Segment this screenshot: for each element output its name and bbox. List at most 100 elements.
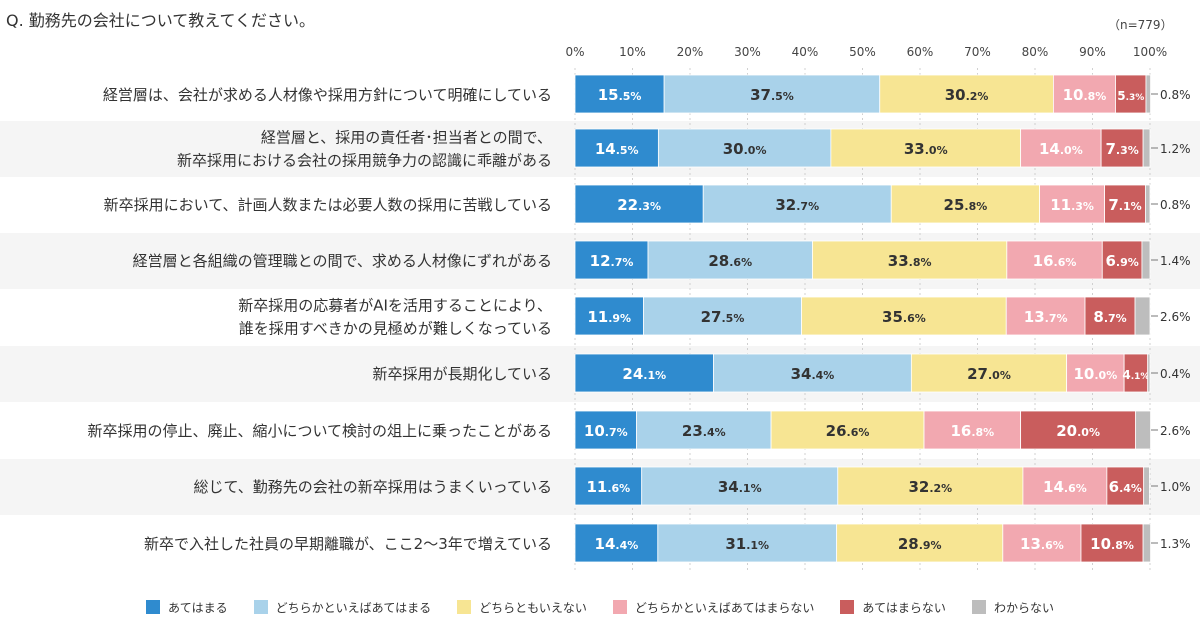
bar-segment <box>641 466 839 506</box>
data-label: 11.9% <box>587 308 631 326</box>
category-label: 新卒採用における会社の採用競争力の認識に乖離がある <box>177 152 552 170</box>
bar-segment <box>1135 410 1151 450</box>
bar-segment <box>1022 466 1108 506</box>
legend-swatch <box>612 600 627 614</box>
data-label: 24.1% <box>622 365 666 383</box>
bar-segment <box>879 74 1054 114</box>
data-label: 30.2% <box>945 86 989 104</box>
outside-value-label: 1.0% <box>1160 480 1191 494</box>
bar-segment <box>890 184 1041 224</box>
category-label: 新卒で入社した社員の早期離職が、ここ2〜3年で増えている <box>144 535 552 553</box>
data-label: 13.7% <box>1024 308 1068 326</box>
data-label: 20.0% <box>1056 422 1100 440</box>
legend-item: どちらともいえない <box>457 599 587 616</box>
data-label: 10.8% <box>1090 535 1134 553</box>
bar-segment <box>1039 184 1105 224</box>
bar-segment <box>1066 353 1125 393</box>
bar-segment <box>1101 240 1143 280</box>
data-label: 14.5% <box>595 140 639 158</box>
x-tick-label: 30% <box>734 45 761 59</box>
data-label: 28.9% <box>898 535 942 553</box>
data-label: 6.4% <box>1109 478 1142 496</box>
legend-swatch <box>840 600 855 614</box>
bar-segment <box>657 523 838 563</box>
data-label: 15.5% <box>598 86 642 104</box>
legend-item: あてはまる <box>146 599 228 616</box>
category-label: 新卒採用において、計画人数または必要人数の採用に苦戦している <box>104 196 552 214</box>
data-label: 8.7% <box>1093 308 1126 326</box>
bar-segment <box>636 410 772 450</box>
data-label: 7.1% <box>1108 196 1141 214</box>
data-label: 33.8% <box>888 252 932 270</box>
chart-title: Q. 勤務先の会社について教えてください。 <box>6 11 316 30</box>
category-label: 新卒採用が長期化している <box>372 365 552 383</box>
bar-segment <box>1006 240 1103 280</box>
x-tick-label: 0% <box>565 45 584 59</box>
x-tick-label: 60% <box>907 45 934 59</box>
bar-segment <box>923 410 1022 450</box>
data-label: 16.8% <box>950 422 994 440</box>
outside-value-label: 1.4% <box>1160 254 1191 268</box>
bar-segment <box>574 128 659 168</box>
data-label: 32.7% <box>775 196 819 214</box>
x-tick-label: 100% <box>1133 45 1167 59</box>
data-label: 13.6% <box>1020 535 1064 553</box>
data-label: 37.5% <box>750 86 794 104</box>
bar-segment <box>574 410 637 450</box>
data-label: 31.1% <box>725 535 769 553</box>
data-label: 14.6% <box>1043 478 1087 496</box>
data-label: 35.6% <box>882 308 926 326</box>
bar-segment <box>1145 184 1151 224</box>
data-label: 23.4% <box>682 422 726 440</box>
data-label: 10.7% <box>584 422 628 440</box>
outside-value-label: 1.3% <box>1160 537 1191 551</box>
data-label: 22.3% <box>617 196 661 214</box>
legend-item: どちらかといえばあてはまる <box>253 599 431 616</box>
legend-item: あてはまらない <box>840 599 946 616</box>
bar-segment <box>1080 523 1144 563</box>
bar-segment <box>910 353 1068 393</box>
data-label: 7.3% <box>1105 140 1138 158</box>
legend-label: あてはまらない <box>862 600 946 615</box>
data-label: 33.0% <box>904 140 948 158</box>
bar-segment <box>1002 523 1082 563</box>
category-label: 経営層は、会社が求める人材像や採用方針について明確にしている <box>103 86 552 104</box>
data-label: 16.6% <box>1033 252 1077 270</box>
x-tick-label: 70% <box>964 45 991 59</box>
bar-segment <box>574 184 704 224</box>
x-tick-label: 40% <box>792 45 819 59</box>
outside-value-label: 0.8% <box>1160 88 1191 102</box>
bar-segment <box>574 523 659 563</box>
data-label: 12.7% <box>590 252 634 270</box>
bar-segment <box>830 128 1022 168</box>
category-label: 誰を採用すべきかの見極めが難しくなっている <box>239 320 552 338</box>
bar-segment <box>1084 296 1136 336</box>
x-tick-label: 10% <box>619 45 646 59</box>
legend-item: どちらかといえばあてはまらない <box>612 599 814 616</box>
data-label: 11.6% <box>586 478 630 496</box>
legend-swatch <box>146 600 161 614</box>
bar-segment <box>1143 466 1150 506</box>
data-label: 11.3% <box>1050 196 1094 214</box>
legend-swatch <box>971 600 986 614</box>
bar-segment <box>647 240 813 280</box>
outside-value-label: 0.4% <box>1160 367 1191 381</box>
data-label: 14.4% <box>595 535 639 553</box>
x-tick-label: 20% <box>677 45 704 59</box>
category-label: 経営層と各組織の管理職との間で、求める人材像にずれがある <box>133 252 552 270</box>
legend-item: わからない <box>971 599 1054 616</box>
data-label: 30.0% <box>723 140 767 158</box>
outside-value-label: 2.6% <box>1160 310 1191 324</box>
bar-segment <box>643 296 802 336</box>
outside-value-label: 0.8% <box>1160 198 1191 212</box>
data-label: 6.9% <box>1105 252 1138 270</box>
bar-segment <box>713 353 912 393</box>
data-label: 34.1% <box>718 478 762 496</box>
data-label: 25.8% <box>944 196 988 214</box>
bar-segment <box>1115 74 1147 114</box>
bar-segment <box>1147 353 1151 393</box>
bar-segment <box>663 74 881 114</box>
data-label: 14.0% <box>1039 140 1083 158</box>
data-label: 4.1% <box>1122 368 1149 382</box>
bar-segment <box>1134 296 1151 336</box>
